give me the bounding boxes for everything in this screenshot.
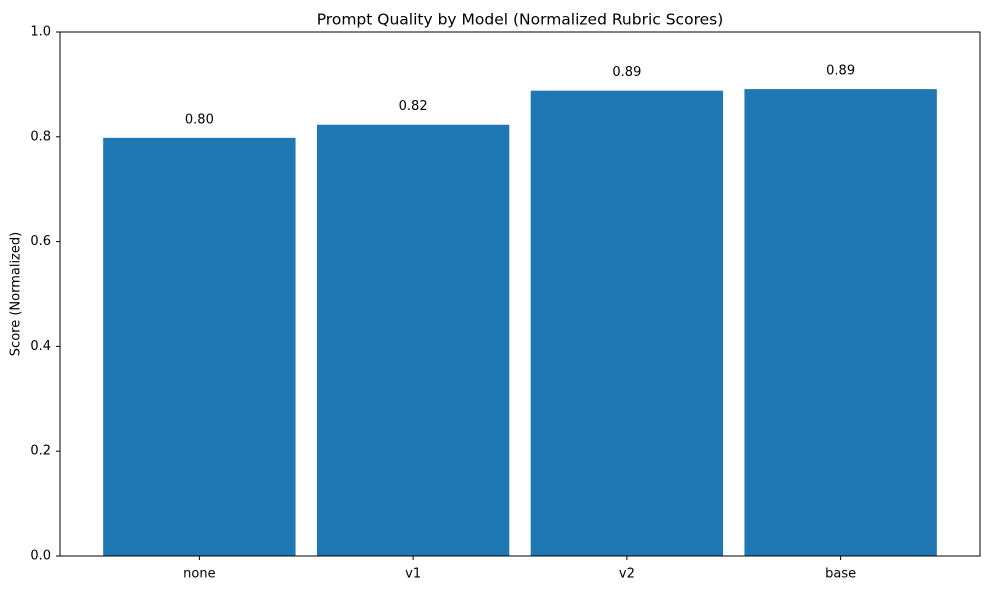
y-tick-label: 0.4 — [30, 339, 51, 354]
bar — [103, 137, 296, 556]
value-label: 0.82 — [399, 99, 428, 114]
y-tick-label: 0.0 — [30, 549, 51, 564]
chart-title: Prompt Quality by Model (Normalized Rubr… — [317, 11, 724, 29]
bar — [316, 124, 510, 557]
x-tick-label: none — [183, 567, 215, 582]
bar — [530, 90, 724, 557]
x-tick-label: v1 — [405, 567, 421, 582]
value-label: 0.89 — [826, 64, 855, 79]
y-tick-label: 0.2 — [30, 444, 51, 459]
value-label: 0.89 — [612, 65, 641, 80]
x-tick-label: base — [825, 567, 856, 582]
y-tick-label: 1.0 — [30, 25, 51, 40]
x-tick-label: v2 — [619, 567, 635, 582]
bar — [744, 89, 937, 556]
plot-frame — [59, 31, 981, 557]
y-axis-label: Score (Normalized) — [9, 232, 24, 356]
value-label: 0.80 — [185, 112, 214, 127]
y-tick-label: 0.6 — [30, 234, 51, 249]
y-tick-label: 0.8 — [30, 129, 51, 144]
